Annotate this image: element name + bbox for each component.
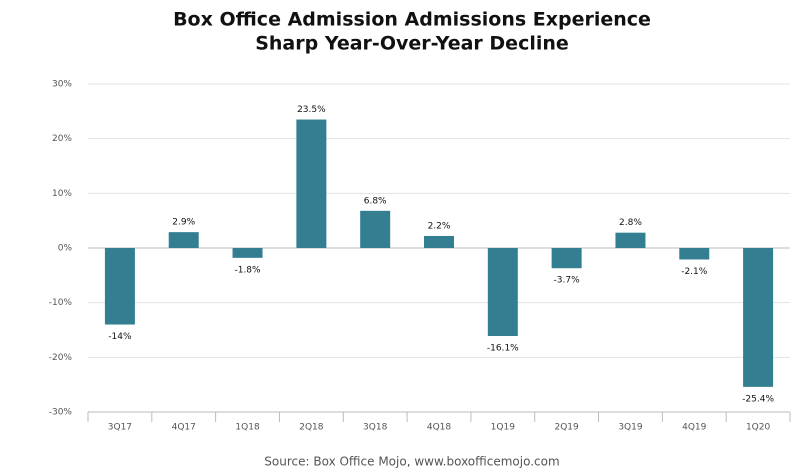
- y-tick-label: 30%: [52, 80, 72, 90]
- value-label: -2.1%: [681, 267, 708, 277]
- bar: [424, 235, 454, 248]
- bar: [487, 248, 518, 337]
- y-tick-label: -30%: [49, 408, 73, 418]
- value-label: 2.8%: [619, 218, 642, 228]
- x-tick-label: 4Q19: [682, 423, 707, 433]
- x-tick-label: 4Q18: [427, 423, 452, 433]
- value-label: -25.4%: [742, 394, 774, 404]
- x-tick-label: 1Q19: [491, 423, 516, 433]
- y-tick-label: 10%: [52, 189, 72, 199]
- value-label: -14%: [108, 332, 132, 342]
- y-tick-label: -20%: [49, 353, 73, 363]
- chart-title: Sharp Year-Over-Year Decline: [255, 33, 569, 55]
- source: Source: Box Office Mojo, www.boxofficemo…: [264, 455, 559, 469]
- bar: [360, 210, 391, 248]
- x-tick-label: 3Q18: [363, 423, 388, 433]
- bar: [551, 248, 582, 269]
- value-label: 2.2%: [428, 221, 451, 231]
- x-tick-label: 2Q18: [299, 423, 324, 433]
- value-label: 2.9%: [172, 218, 195, 228]
- value-label: -16.1%: [487, 344, 519, 354]
- x-tick-label: 1Q20: [746, 423, 771, 433]
- y-tick-label: 0%: [58, 244, 73, 254]
- y-tick-label: -10%: [49, 298, 73, 308]
- x-tick-label: 1Q18: [235, 423, 260, 433]
- y-tick-label: 20%: [52, 134, 72, 144]
- bar: [168, 232, 199, 248]
- x-tick-label: 2Q19: [555, 423, 580, 433]
- bar: [296, 119, 327, 249]
- bar: [232, 248, 263, 258]
- bar: [104, 248, 135, 325]
- x-tick-label: 4Q17: [172, 423, 196, 433]
- bar: [679, 248, 710, 260]
- value-label: 6.8%: [364, 196, 387, 206]
- value-label: 23.5%: [297, 105, 326, 115]
- bar: [615, 232, 646, 248]
- value-label: -1.8%: [234, 265, 261, 275]
- x-tick-label: 3Q17: [108, 423, 132, 433]
- value-label: -3.7%: [554, 276, 581, 286]
- chart-title: Box Office Admission Admissions Experien…: [173, 9, 651, 31]
- bar: [743, 248, 774, 387]
- x-tick-label: 3Q19: [618, 423, 643, 433]
